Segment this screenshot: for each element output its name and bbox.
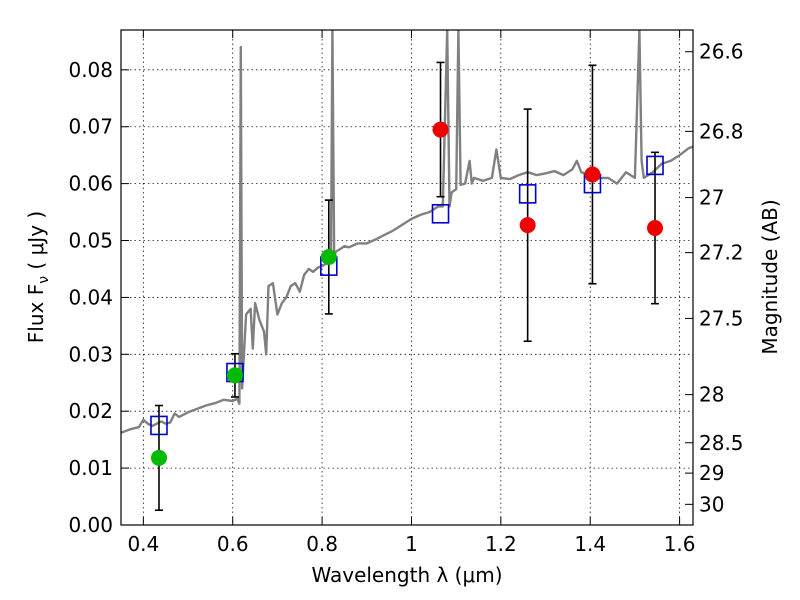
y-tick-label: 0.08 [68, 58, 113, 82]
y-tick-label: 0.03 [68, 342, 113, 366]
green-data-point [226, 367, 243, 384]
mag-tick-label: 29 [699, 461, 724, 485]
spectrum-line [121, 30, 693, 434]
axis-ticks-layer: 0.4 0.6 0.8 1 1.2 1.4 1.6 0.00 0.01 0.02 0.03 0.04 0… [68, 30, 744, 556]
mag-tick-label: 27 [699, 186, 724, 210]
red-data-point [432, 121, 449, 138]
y-axis-label-main: Flux F [24, 284, 48, 343]
mag-tick-label: 28.5 [699, 431, 744, 455]
green-data-point [150, 449, 167, 466]
right-axis-label: Magnitude (AB) [758, 199, 782, 354]
mag-tick-label: 30 [699, 492, 724, 516]
x-tick-label: 1.2 [485, 532, 517, 556]
photometry-points-layer [150, 121, 664, 466]
plot-frame [120, 29, 694, 526]
x-tick-label: 1.4 [574, 532, 606, 556]
red-data-point [519, 217, 536, 234]
y-axis-label-unit: ( μJy ) [24, 211, 48, 276]
x-axis-label: Wavelength λ (μm) [311, 563, 502, 587]
error-bars-layer [154, 61, 660, 512]
model-squares-layer [150, 155, 664, 436]
green-data-point [320, 249, 337, 266]
mag-tick-label: 27.5 [699, 306, 744, 330]
model-square-marker [431, 203, 450, 224]
y-tick-label: 0.00 [68, 513, 113, 537]
red-data-point [647, 220, 664, 236]
mag-tick-label: 28 [699, 383, 724, 407]
y-tick-label: 0.07 [68, 115, 113, 139]
y-axis-label: Flux Fν ( μJy ) [24, 211, 52, 343]
y-tick-label: 0.02 [68, 399, 113, 423]
grid-lines [121, 30, 693, 526]
spectrum-line-layer [121, 30, 693, 434]
x-tick-label: 1.6 [664, 532, 696, 556]
mag-tick-label: 26.6 [699, 40, 744, 64]
mag-tick-label: 27.2 [699, 241, 744, 265]
x-tick-label: 0.4 [127, 532, 159, 556]
y-tick-label: 0.05 [68, 229, 113, 253]
mag-tick-label: 26.8 [699, 119, 744, 143]
y-axis-label-subscript: ν [36, 276, 52, 284]
x-tick-label: 1 [405, 532, 418, 556]
x-tick-label: 0.8 [306, 532, 338, 556]
y-tick-label: 0.06 [68, 172, 113, 196]
red-data-point [584, 166, 601, 183]
y-tick-label: 0.01 [68, 456, 113, 480]
y-tick-label: 0.04 [68, 285, 113, 309]
model-square-marker [518, 184, 537, 204]
model-square-marker [646, 155, 664, 176]
x-tick-label: 0.6 [217, 532, 249, 556]
model-square-marker [150, 415, 168, 436]
